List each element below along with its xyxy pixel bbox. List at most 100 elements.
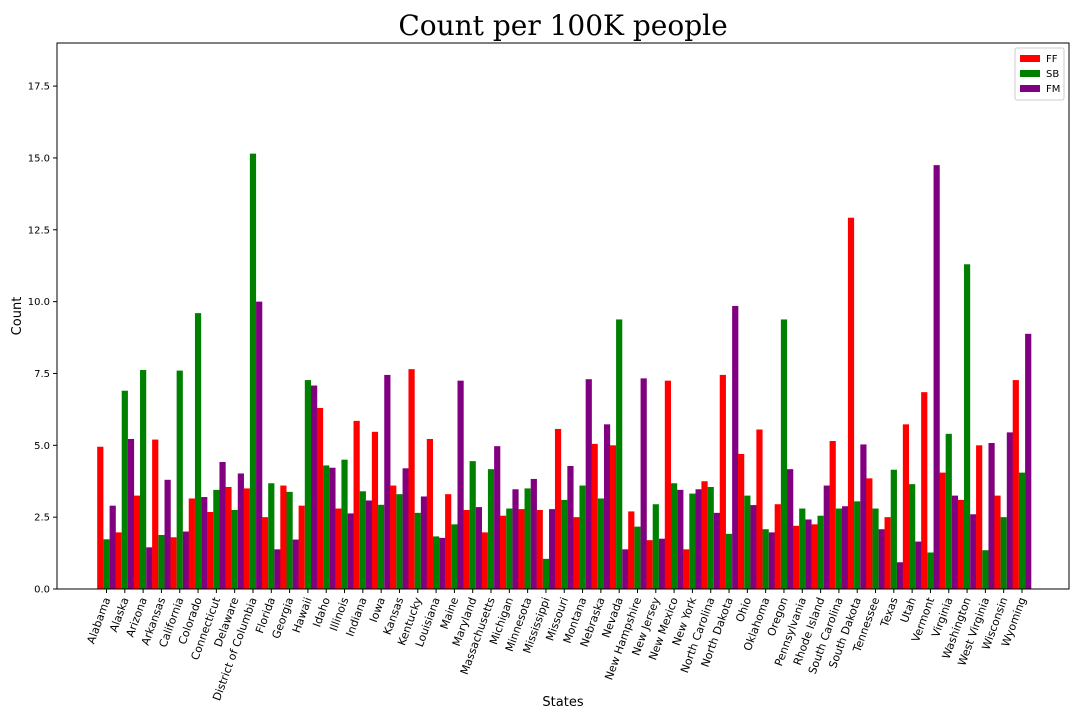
bar-ff (994, 495, 1001, 589)
bar-ff (866, 478, 873, 589)
bar-sb (872, 508, 879, 589)
plot-frame (56, 42, 1070, 590)
bar-sb (286, 491, 293, 589)
bar-ff (847, 217, 855, 589)
bar-sb (689, 493, 696, 589)
bar-ff (1012, 380, 1019, 589)
bar-fm (494, 446, 501, 589)
bar-fm (970, 514, 977, 589)
bar-sb (359, 491, 366, 589)
bar-sb (982, 550, 989, 589)
bar-fm (915, 541, 922, 589)
bar-sb (231, 509, 238, 589)
bar-fm (127, 438, 135, 589)
bar-sb (909, 484, 916, 589)
legend-swatch-fm (1020, 85, 1040, 92)
bar-fm (1006, 432, 1013, 589)
bar-sb (378, 504, 385, 589)
bar-fm (182, 531, 190, 589)
bar-ff (701, 481, 708, 589)
bar-fm (329, 467, 336, 589)
bar-sb (487, 469, 495, 589)
bar-sb (121, 390, 128, 589)
bar-fm (567, 466, 574, 589)
bar-ff (738, 453, 745, 589)
y-tick-label: 17.5 (28, 82, 50, 93)
bar-ff (921, 392, 928, 589)
bar-sb (725, 533, 733, 589)
bar-fm (805, 519, 812, 589)
bar-fm (732, 305, 739, 589)
bar-fm (457, 380, 464, 589)
bar-sb (597, 498, 604, 589)
bar-fm (512, 489, 519, 589)
chart-title: Count per 100K people (398, 9, 727, 42)
bar-ff (261, 517, 269, 589)
y-tick-label: 10.0 (28, 297, 50, 308)
bar-sb (140, 370, 147, 589)
bar-ff (500, 515, 507, 589)
bar-fm (201, 497, 208, 589)
bar-fm (237, 473, 244, 589)
bar-ff (939, 472, 946, 589)
bar-fm (292, 539, 299, 589)
bar-ff (811, 524, 818, 589)
bar-sb (542, 558, 550, 589)
bar-fm (530, 478, 537, 589)
bar-fm (1025, 333, 1032, 589)
y-axis: 0.0 2.5 5.0 7.5 10.0 12.5 15.0 17.5 (28, 82, 57, 596)
bar-ff (591, 443, 598, 589)
x-axis: AlabamaAlaskaArizonaArkansasCaliforniaCo… (85, 589, 1029, 702)
bar-fm (878, 529, 885, 589)
bar-sb (158, 534, 165, 589)
bar-fm (439, 537, 446, 589)
bar-fm (365, 500, 373, 589)
y-tick-label: 2.5 (34, 513, 50, 524)
bar-fm (384, 374, 391, 589)
bar-sb (561, 499, 568, 589)
bar-sb (890, 469, 897, 589)
bar-ff (774, 504, 781, 589)
bar-sb (341, 459, 348, 589)
bar-sb (414, 512, 421, 589)
legend-label-fm: FM (1046, 84, 1060, 95)
bar-fm (787, 469, 794, 589)
bar-ff (628, 511, 635, 589)
bar-sb (524, 488, 531, 589)
bars-layer (97, 153, 1032, 589)
bar-ff (719, 374, 726, 589)
bar-ff (683, 549, 690, 589)
bar-sb (396, 494, 403, 589)
bar-ff (646, 540, 653, 589)
bar-fm (549, 509, 556, 589)
bar-sb (652, 504, 659, 589)
bar-fm (768, 532, 775, 589)
bar-fm (640, 378, 647, 589)
bar-ff (371, 431, 379, 589)
bar-sb (945, 433, 952, 589)
bar-fm (933, 165, 940, 589)
bar-sb (817, 515, 824, 589)
bar-sb (963, 264, 971, 589)
bar-ff (207, 511, 214, 589)
bar-sb (707, 486, 714, 589)
bar-sb (854, 501, 861, 589)
bar-sb (103, 539, 110, 589)
bar-sb (634, 526, 641, 589)
y-tick-label: 5.0 (34, 441, 50, 452)
bar-fm (988, 443, 995, 589)
bar-ff (609, 445, 617, 589)
bar-sb (799, 508, 806, 589)
bar-fm (750, 505, 757, 589)
y-axis-label: Count (10, 297, 25, 336)
bar-fm (842, 506, 849, 589)
bar-ff (298, 505, 305, 589)
bar-ff (573, 517, 580, 589)
legend-swatch-ff (1020, 55, 1040, 62)
bar-fm (823, 485, 830, 589)
bar-ff (536, 509, 543, 589)
legend-label-ff: FF (1046, 54, 1058, 65)
bar-ff (170, 537, 177, 589)
bar-ff (756, 429, 763, 589)
